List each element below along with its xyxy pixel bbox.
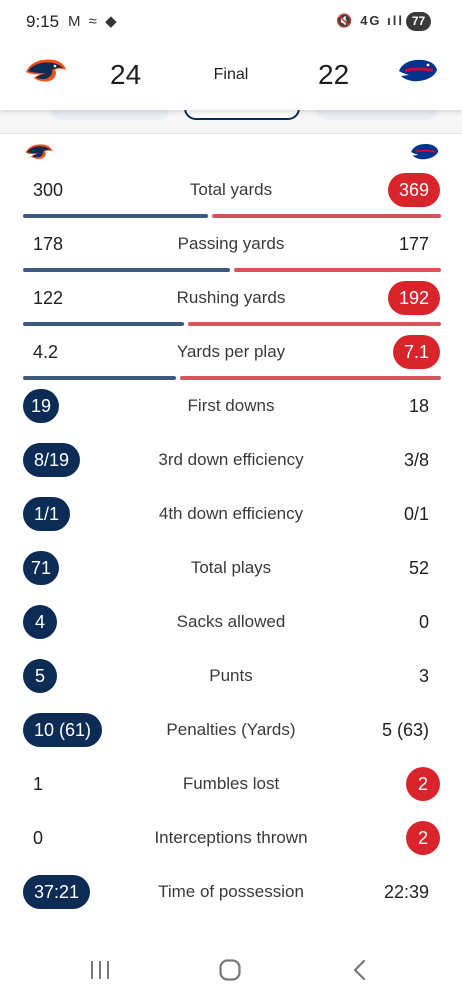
stat-row: Sacks allowed 4 0: [0, 602, 462, 642]
stat-row: Total yards 300 369: [0, 170, 462, 218]
stat-label: Rushing yards: [176, 288, 286, 307]
stat-label: 4th down efficiency: [158, 504, 304, 523]
stat-label: 3rd down efficiency: [158, 450, 304, 469]
stat-label: Passing yards: [177, 234, 285, 253]
away-stat-value: 0: [418, 612, 429, 632]
away-stat-badge: 192: [387, 281, 440, 315]
away-comparison-bar: [234, 268, 441, 272]
home-comparison-bar: [23, 268, 230, 272]
home-stat-value: 300: [33, 180, 64, 200]
tab-stats-active[interactable]: [184, 110, 300, 120]
stats-team-logos: [0, 134, 462, 166]
home-comparison-bar: [23, 214, 208, 218]
home-stat-badge: 19: [23, 389, 60, 423]
home-icon[interactable]: [210, 952, 250, 988]
home-stat-value: 1: [33, 774, 44, 794]
stat-row: Time of possession 37:21 22:39: [0, 872, 462, 912]
away-stat-badge: 7.1: [392, 335, 440, 369]
navigation-bar: [0, 940, 462, 1000]
stat-label: First downs: [187, 396, 275, 415]
broncos-logo-icon[interactable]: [24, 56, 68, 91]
home-stat-badge: 71: [23, 551, 60, 585]
stat-row: Interceptions thrown 0 2: [0, 818, 462, 858]
away-score: 22: [318, 59, 350, 90]
stat-label: Punts: [209, 666, 253, 685]
away-stat-value: 5 (63): [381, 720, 429, 740]
stat-label: Yards per play: [176, 342, 286, 361]
stat-row: Fumbles lost 1 2: [0, 764, 462, 804]
home-stat-badge: 8/19: [23, 443, 81, 477]
home-stat-badge: 37:21: [23, 875, 91, 909]
away-comparison-bar: [180, 376, 441, 380]
stat-row: Penalties (Yards) 10 (61) 5 (63): [0, 710, 462, 750]
bills-small-logo-icon: [408, 142, 440, 167]
stat-row: 4th down efficiency 1/1 0/1: [0, 494, 462, 534]
stat-row: Passing yards 178 177: [0, 224, 462, 272]
recent-apps-icon[interactable]: [80, 952, 120, 988]
tab-left[interactable]: [50, 110, 170, 120]
away-stat-value: 52: [408, 558, 429, 578]
home-stat-value: 122: [33, 288, 64, 308]
stat-label: Fumbles lost: [182, 774, 280, 793]
stat-label: Penalties (Yards): [166, 720, 296, 739]
home-stat-badge: 4: [23, 605, 57, 639]
away-stat-value: 177: [398, 234, 429, 254]
bills-logo-icon[interactable]: [395, 57, 439, 90]
tab-right[interactable]: [316, 110, 438, 120]
away-stat-badge: 369: [387, 173, 440, 207]
notification-icons: M ≈ ◆: [68, 13, 119, 30]
team-stats: Total yards 300 369 Passing yards 178 177 Rush…: [0, 134, 462, 909]
stat-label: Total yards: [189, 180, 273, 199]
home-stat-badge: 1/1: [23, 497, 71, 531]
stat-label: Interceptions thrown: [154, 828, 308, 847]
home-stat-badge: 10 (61): [23, 713, 103, 747]
tab-strip: [0, 110, 462, 134]
away-stat-value: 22:39: [383, 882, 429, 902]
away-stat-badge: 2: [406, 767, 440, 801]
home-score: 24: [110, 59, 142, 90]
stat-label: Total plays: [190, 558, 272, 577]
stat-row: Punts 5 3: [0, 656, 462, 696]
away-stat-badge: 2: [406, 821, 440, 855]
stat-row: Rushing yards 122 192: [0, 278, 462, 326]
stat-row: First downs 19 18: [0, 386, 462, 426]
stat-row: Yards per play 4.2 7.1: [0, 332, 462, 380]
stat-row: 3rd down efficiency 8/19 3/8: [0, 440, 462, 480]
home-comparison-bar: [23, 322, 184, 326]
home-stat-value: 4.2: [33, 342, 59, 362]
status-time: 9:15: [26, 12, 60, 31]
stat-label: Sacks allowed: [176, 612, 286, 631]
home-stat-value: 0: [33, 828, 44, 848]
away-stat-value: 3/8: [403, 450, 429, 470]
away-comparison-bar: [188, 322, 441, 326]
back-icon[interactable]: [340, 952, 380, 988]
away-stat-value: 0/1: [403, 504, 429, 524]
broncos-small-logo-icon: [24, 142, 54, 167]
home-stat-value: 178: [33, 234, 64, 254]
status-bar: 9:15 M ≈ ◆ 🔇 4G ıll 77: [0, 0, 462, 40]
battery-icon: 77: [406, 12, 431, 31]
stat-label: Time of possession: [158, 882, 304, 901]
away-stat-value: 3: [418, 666, 429, 686]
signal-icons: 🔇 4G ıll: [336, 13, 404, 28]
away-stat-value: 18: [408, 396, 429, 416]
home-comparison-bar: [23, 376, 176, 380]
home-stat-badge: 5: [23, 659, 57, 693]
score-header: 24 Final 22: [0, 40, 462, 110]
stat-row: Total plays 71 52: [0, 548, 462, 588]
game-status: Final: [213, 66, 249, 83]
away-comparison-bar: [212, 214, 441, 218]
